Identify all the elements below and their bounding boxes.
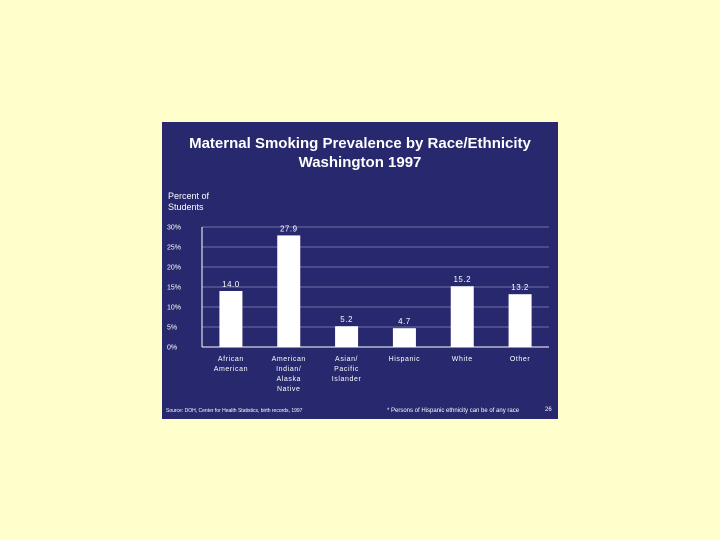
bar xyxy=(219,291,243,347)
x-tick-label: Alaska xyxy=(276,376,301,383)
y-axis-label-line-1: Percent of xyxy=(168,191,210,201)
y-tick-label: 15% xyxy=(167,285,181,292)
data-label: 13.2 xyxy=(511,283,529,292)
data-label: 5.2 xyxy=(340,315,353,324)
source-note: Source: DOH, Center for Health Statistic… xyxy=(166,408,303,414)
y-axis-label-line-2: Students xyxy=(168,202,204,212)
bar xyxy=(508,294,532,347)
y-tick-label: 25% xyxy=(167,245,181,252)
bar xyxy=(335,326,359,347)
x-tick-label: American xyxy=(272,356,306,363)
y-tick-label: 5% xyxy=(167,325,177,332)
x-tick-label: American xyxy=(214,366,248,373)
y-tick-label: 10% xyxy=(167,305,181,312)
x-tick-label: Other xyxy=(510,356,531,363)
x-tick-label: White xyxy=(452,356,473,363)
slide: Maternal Smoking Prevalence by Race/Ethn… xyxy=(162,122,558,419)
chart-title-line-1: Maternal Smoking Prevalence by Race/Ethn… xyxy=(189,135,531,152)
x-tick-label: Indian/ xyxy=(276,366,301,373)
y-tick-label: 20% xyxy=(167,265,181,272)
x-tick-label: Asian/ xyxy=(335,356,358,363)
data-label: 27.9 xyxy=(280,224,298,233)
y-tick-label: 0% xyxy=(167,345,177,352)
data-label: 4.7 xyxy=(398,317,411,326)
bar xyxy=(450,286,474,347)
x-tick-label: Islander xyxy=(332,376,362,383)
footnote: * Persons of Hispanic ethnicity can be o… xyxy=(387,408,520,414)
data-label: 14.0 xyxy=(222,280,240,289)
bar xyxy=(392,328,416,347)
chart-title-line-2: Washington 1997 xyxy=(298,154,422,171)
x-tick-label: Native xyxy=(277,386,300,393)
bar-chart: 0% 5% 10% 15% 20% 25% 30% 14.0 African American 27… xyxy=(167,224,549,393)
page-number: 26 xyxy=(545,407,552,413)
bar xyxy=(277,235,301,347)
data-label: 15.2 xyxy=(453,275,471,284)
x-tick-label: African xyxy=(218,356,244,363)
y-axis-label: Percent of Students xyxy=(168,191,248,213)
x-tick-label: Pacific xyxy=(334,366,359,373)
x-tick-label: Hispanic xyxy=(389,356,421,363)
y-tick-label: 30% xyxy=(167,225,181,232)
chart-title: Maternal Smoking Prevalence by Race/Ethn… xyxy=(162,134,558,172)
